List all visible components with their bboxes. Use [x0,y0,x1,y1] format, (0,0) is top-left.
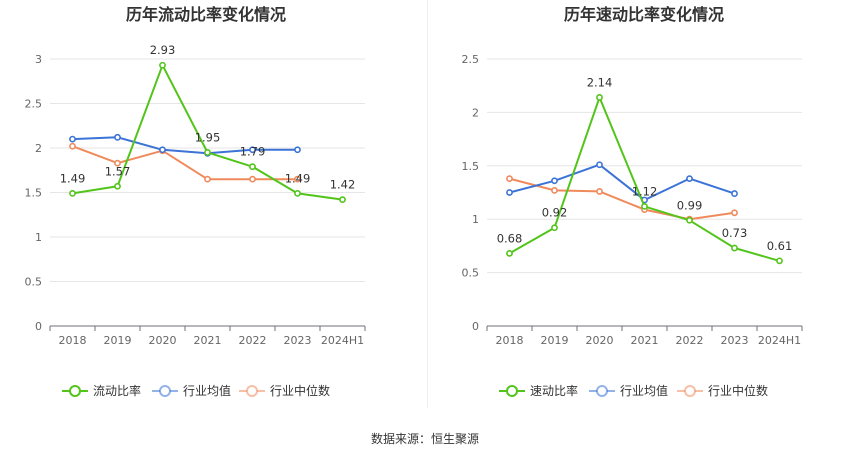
y-tick-label: 2.5 [25,98,43,111]
data-point [551,224,558,232]
data-point [686,175,693,183]
x-tick-label: 2018 [59,334,87,347]
data-point [249,163,256,171]
data-point [731,209,738,217]
y-tick-label: 1 [472,213,479,226]
y-tick-label: 2 [35,142,42,155]
data-point [204,175,211,183]
data-point [294,189,301,197]
legend-marker [684,385,696,397]
panel-divider [427,0,428,408]
y-tick-label: 0 [472,320,479,333]
data-point [731,244,738,252]
x-tick-label: 2024H1 [758,334,801,347]
y-tick-label: 1.5 [25,187,43,200]
legend-marker [159,385,171,397]
data-point [114,133,121,141]
data-label: 1.57 [105,164,131,178]
data-label: 1.12 [632,184,658,198]
data-label: 0.61 [767,239,793,253]
legend-label: 行业均值 [620,383,668,398]
x-tick-label: 2020 [149,334,177,347]
data-label: 0.68 [497,231,523,245]
x-tick-label: 2019 [104,334,132,347]
y-tick-label: 0.5 [25,276,43,289]
data-point [294,175,301,183]
data-point [114,182,121,190]
data-label: 0.92 [542,206,568,220]
x-tick-label: 2023 [284,334,312,347]
data-point [249,175,256,183]
x-tick-label: 2021 [631,334,659,347]
y-tick-label: 0 [35,320,42,333]
data-point [776,257,783,265]
data-point [596,161,603,169]
legend-label: 速动比率 [530,383,578,398]
data-label: 1.42 [330,178,356,192]
data-point [294,146,301,154]
data-point [551,177,558,185]
y-tick-label: 1 [35,231,42,244]
data-label: 1.49 [60,171,86,185]
legend-marker [69,385,81,397]
data-point [159,146,166,154]
data-point [686,216,693,224]
data-point [159,61,166,69]
x-tick-label: 2019 [541,334,569,347]
data-point [596,188,603,195]
x-tick-label: 2024H1 [321,334,364,347]
data-point [249,146,256,154]
legend-label: 行业中位数 [708,383,768,398]
data-point [506,189,513,196]
data-point [551,186,558,194]
data-point [69,135,76,143]
x-tick-label: 2018 [496,334,524,347]
x-tick-label: 2022 [676,334,704,347]
series-line [509,177,735,221]
data-point [204,149,211,156]
data-point [339,196,346,204]
y-tick-label: 3 [35,53,42,66]
chart-title: 历年速动比率变化情况 [564,5,724,24]
legend-label: 行业中位数 [270,383,330,398]
y-tick-label: 2 [472,106,479,119]
data-point [641,202,648,210]
x-tick-label: 2022 [239,334,267,347]
data-label: 0.99 [677,198,703,212]
data-label: 2.93 [150,43,176,57]
data-point [114,159,121,167]
legend-marker [596,385,608,397]
source-note: 数据来源：恒生聚源 [370,432,479,446]
series-line [72,145,298,181]
y-tick-label: 0.5 [462,267,480,280]
chart-title: 历年流动比率变化情况 [126,5,286,24]
data-point [506,249,513,257]
legend-marker [246,385,258,397]
legend-marker [506,385,518,397]
data-label: 1.79 [240,145,266,159]
x-tick-label: 2023 [721,334,749,347]
legend-label: 流动比率 [93,383,141,398]
series-line [509,163,735,201]
data-point [731,190,738,197]
data-point [506,175,513,183]
data-point [596,94,603,101]
data-label: 0.73 [722,226,748,240]
y-tick-label: 1.5 [462,160,480,173]
data-label: 1.49 [285,171,311,185]
data-point [69,189,76,197]
x-tick-label: 2020 [586,334,614,347]
data-label: 2.14 [587,75,613,89]
legend-label: 行业均值 [183,383,231,398]
series-line [72,136,298,155]
x-tick-label: 2021 [194,334,222,347]
y-tick-label: 2.5 [462,53,480,66]
data-point [69,142,76,150]
data-label: 1.95 [195,130,221,144]
